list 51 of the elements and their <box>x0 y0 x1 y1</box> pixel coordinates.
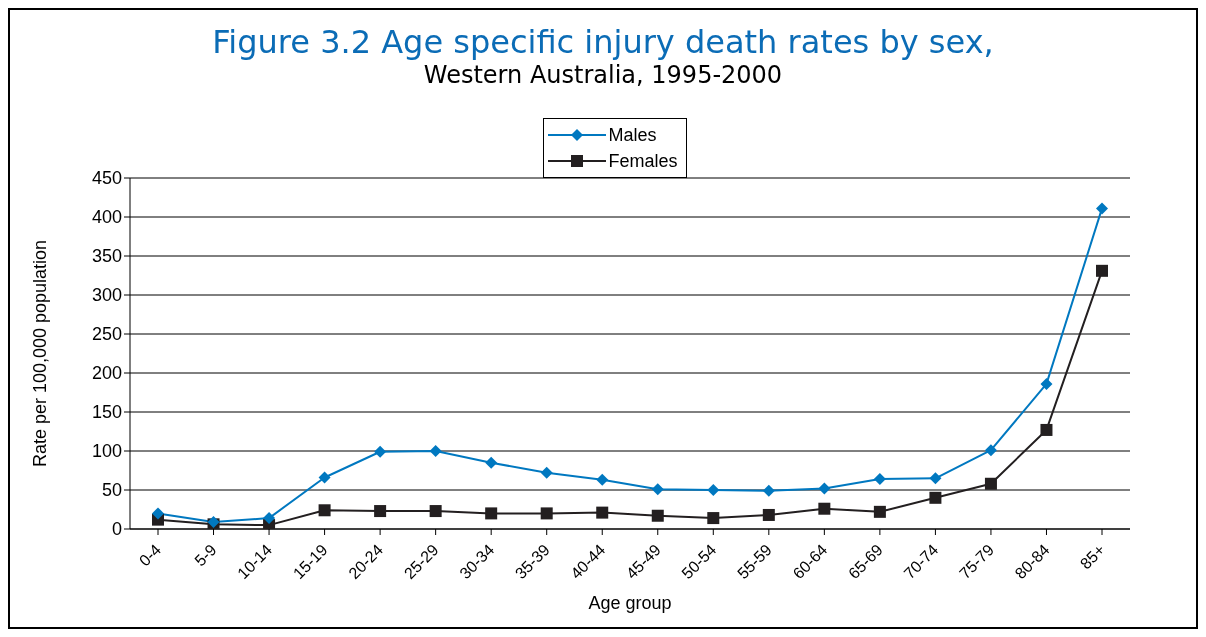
x-tick-label: 85+ <box>1076 541 1109 573</box>
point <box>762 508 775 521</box>
point <box>596 506 609 519</box>
point <box>374 445 387 458</box>
y-tick-label: 250 <box>91 324 122 345</box>
point <box>651 509 664 522</box>
point <box>929 472 942 485</box>
point <box>596 473 609 486</box>
point <box>1096 264 1108 277</box>
point <box>873 505 886 518</box>
point <box>485 456 498 469</box>
y-axis-title: Rate per 100,000 population <box>30 239 51 468</box>
chart-subtitle: Western Australia, 1995-2000 <box>422 60 784 90</box>
y-tick-label: 50 <box>101 480 122 501</box>
point <box>984 477 997 490</box>
y-tick-label: 300 <box>91 285 122 306</box>
point <box>374 505 387 518</box>
point <box>540 507 553 520</box>
legend-label: Females <box>608 150 678 172</box>
point <box>485 507 498 520</box>
point <box>651 483 664 496</box>
point <box>318 504 331 517</box>
point <box>1040 423 1053 436</box>
legend-label: Males <box>608 124 657 146</box>
point <box>540 466 553 479</box>
chart-title: Figure 3.2 Age specific injury death rates by sex, <box>211 23 995 61</box>
point <box>429 505 442 518</box>
y-tick-label: 0 <box>111 519 122 540</box>
y-tick-label: 200 <box>91 363 122 384</box>
x-tick-label: 0-4 <box>135 541 165 570</box>
point <box>984 444 997 457</box>
point <box>1040 377 1053 390</box>
point <box>707 484 720 496</box>
point <box>152 507 164 520</box>
point <box>929 491 942 504</box>
y-tick-label: 350 <box>91 246 122 267</box>
point <box>429 445 442 457</box>
x-tick-label: 5-9 <box>191 541 220 570</box>
point <box>818 502 831 515</box>
y-tick-label: 450 <box>91 168 122 189</box>
point <box>1096 202 1108 215</box>
y-tick-label: 100 <box>91 441 122 462</box>
x-axis-title: Age group <box>588 593 672 613</box>
y-tick-label: 400 <box>91 207 122 228</box>
point <box>818 482 831 495</box>
point <box>873 473 886 486</box>
point <box>263 512 276 525</box>
point <box>707 512 720 525</box>
y-tick-label: 150 <box>91 402 122 423</box>
point <box>318 471 331 484</box>
point <box>762 484 775 497</box>
